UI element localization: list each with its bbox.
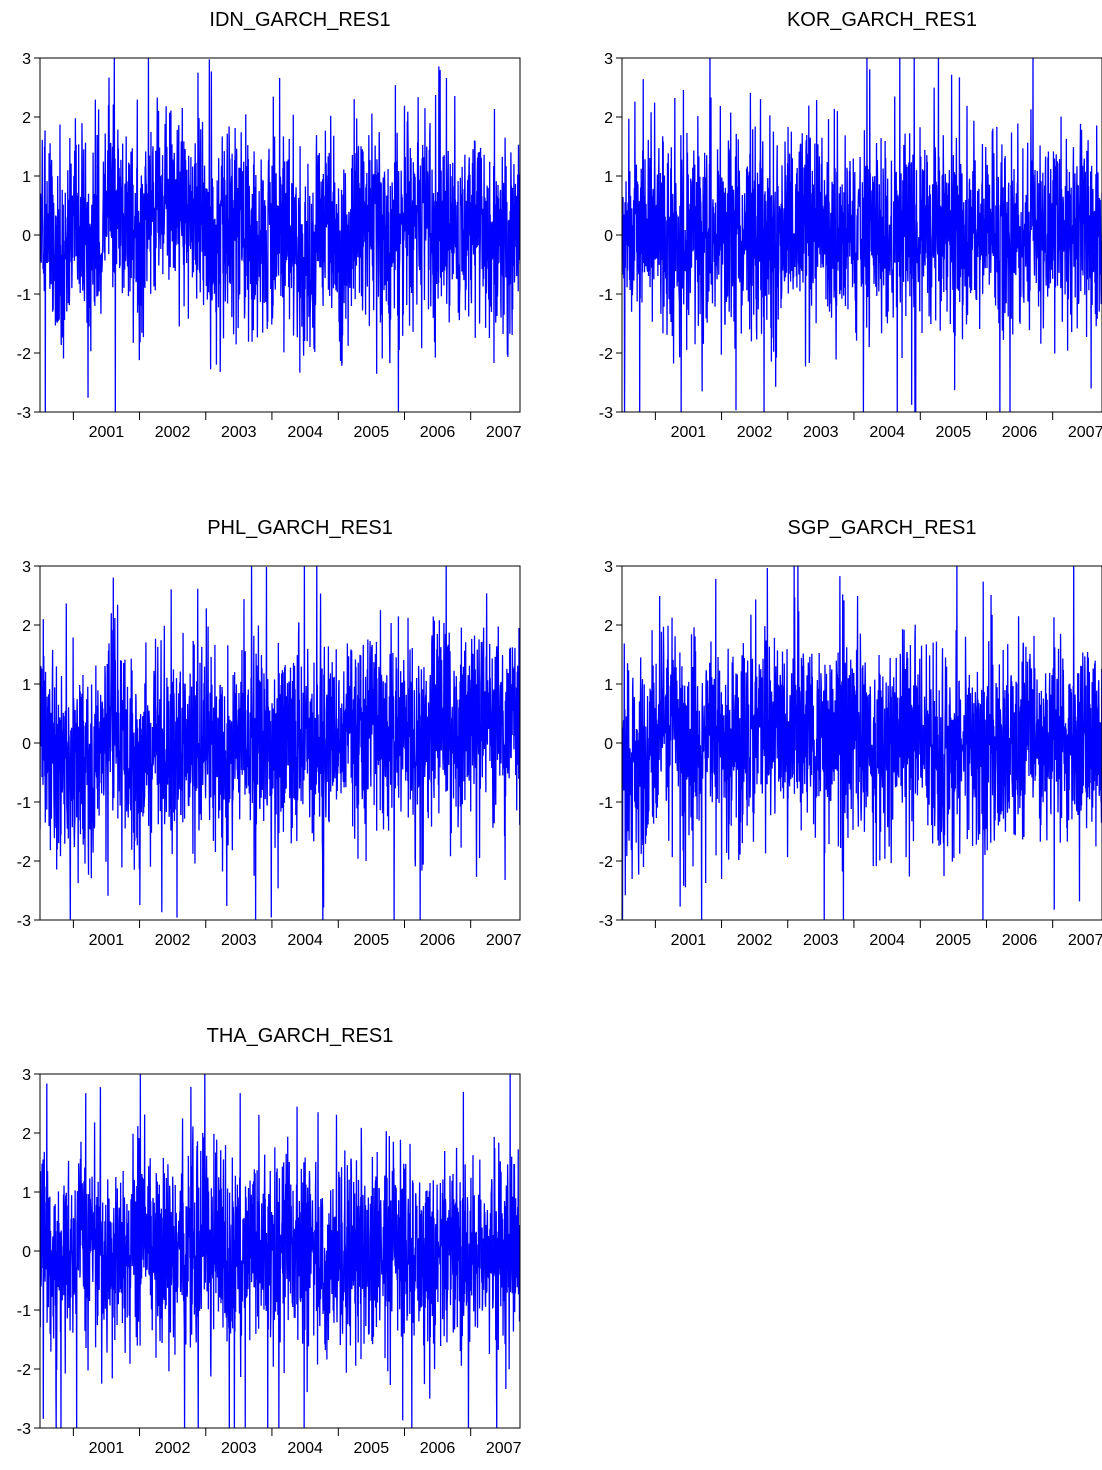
x-tick-label: 2006 [420,424,456,441]
line-chart: KOR_GARCH_RES1 3 2 1 0 -1 -2 -3 2001 2002 2003 2004… [599,9,1102,441]
y-tick-label: 0 [22,736,31,753]
x-tick-label: 2002 [155,424,191,441]
x-tick-label: 2006 [1002,424,1038,441]
x-tick-label: 2003 [221,932,257,949]
y-tick-label: -2 [599,854,613,871]
y-tick-label: -1 [17,795,31,812]
x-tick-label: 2003 [803,932,839,949]
y-tick-label: 1 [22,1185,31,1202]
x-tick-label: 2003 [221,424,257,441]
line-chart: PHL_GARCH_RES1 3 2 1 0 -1 -2 -3 2001 2002 2003 2004… [17,517,522,949]
x-tick-label: 2004 [869,932,905,949]
x-tick-label: 2005 [354,932,390,949]
y-tick-label: 2 [22,618,31,635]
x-tick-label: 2005 [936,424,972,441]
y-tick-label: -2 [17,854,31,871]
x-tick-label: 2003 [803,424,839,441]
x-tick-label: 2001 [671,932,707,949]
y-tick-label: 0 [22,1244,31,1261]
chart-title: KOR_GARCH_RES1 [787,9,977,31]
x-tick-label: 2004 [869,424,905,441]
x-tick-label: 2006 [420,932,456,949]
y-tick-label: 1 [604,677,613,694]
y-tick-label: 0 [22,228,31,245]
x-tick-label: 2002 [155,1440,191,1457]
chart-title: PHL_GARCH_RES1 [207,517,393,539]
line-chart: IDN_GARCH_RES1 3 2 1 0 -1 -2 -3 2001 2002 2003 2004… [17,9,522,441]
chart-panel: KOR_GARCH_RES1 3 2 1 0 -1 -2 -3 2001 2002 2003 2004… [582,0,1102,454]
chart-panel: THA_GARCH_RES1 3 2 1 0 -1 -2 -3 2001 2002 2003 2004… [0,1016,522,1470]
y-tick-label: -1 [17,287,31,304]
chart-title: SGP_GARCH_RES1 [788,517,977,539]
y-tick-label: -1 [599,287,613,304]
y-tick-label: -2 [17,1362,31,1379]
y-tick-label: -3 [599,913,613,930]
y-tick-label: 3 [22,1067,31,1084]
y-tick-label: 1 [22,677,31,694]
y-tick-label: -1 [599,795,613,812]
x-tick-label: 2003 [221,1440,257,1457]
y-tick-label: 2 [604,618,613,635]
y-tick-label: -3 [17,1421,31,1438]
x-tick-label: 2007 [486,424,522,441]
x-tick-label: 2005 [936,932,972,949]
x-tick-label: 2001 [89,424,125,441]
y-tick-label: 0 [604,228,613,245]
chart-panel: SGP_GARCH_RES1 3 2 1 0 -1 -2 -3 2001 2002 2003 2004… [582,508,1102,962]
series-line [622,58,1102,412]
x-tick-label: 2004 [287,932,323,949]
x-tick-label: 2001 [89,932,125,949]
x-tick-label: 2001 [89,1440,125,1457]
y-tick-label: 3 [22,51,31,68]
chart-panel: PHL_GARCH_RES1 3 2 1 0 -1 -2 -3 2001 2002 2003 2004… [0,508,522,962]
x-tick-label: 2004 [287,424,323,441]
x-tick-label: 2002 [737,424,773,441]
line-chart: THA_GARCH_RES1 3 2 1 0 -1 -2 -3 2001 2002 2003 2004… [17,1025,522,1457]
y-tick-label: 3 [604,559,613,576]
series-line [622,566,1102,920]
y-tick-label: -3 [17,913,31,930]
y-tick-label: -2 [599,346,613,363]
y-tick-label: -2 [17,346,31,363]
y-tick-label: -3 [599,405,613,422]
x-tick-label: 2007 [1068,932,1102,949]
x-tick-label: 2007 [1068,424,1102,441]
line-chart: SGP_GARCH_RES1 3 2 1 0 -1 -2 -3 2001 2002 2003 2004… [599,517,1102,949]
x-tick-label: 2004 [287,1440,323,1457]
series-line [40,566,520,920]
y-tick-label: -3 [17,405,31,422]
x-tick-label: 2007 [486,932,522,949]
y-tick-label: 2 [22,1126,31,1143]
x-tick-label: 2006 [1002,932,1038,949]
chart-title: THA_GARCH_RES1 [207,1025,394,1047]
x-tick-label: 2005 [354,424,390,441]
x-tick-label: 2005 [354,1440,390,1457]
series-line [40,1074,520,1428]
y-tick-label: 0 [604,736,613,753]
y-tick-label: 1 [604,169,613,186]
x-tick-label: 2002 [155,932,191,949]
y-tick-label: 2 [22,110,31,127]
y-tick-label: 1 [22,169,31,186]
x-tick-label: 2006 [420,1440,456,1457]
x-tick-label: 2007 [486,1440,522,1457]
y-tick-label: -1 [17,1303,31,1320]
chart-title: IDN_GARCH_RES1 [209,9,390,31]
chart-panel: IDN_GARCH_RES1 3 2 1 0 -1 -2 -3 2001 2002 2003 2004… [0,0,522,454]
y-tick-label: 2 [604,110,613,127]
y-tick-label: 3 [22,559,31,576]
y-tick-label: 3 [604,51,613,68]
x-tick-label: 2002 [737,932,773,949]
series-line [40,58,520,412]
x-tick-label: 2001 [671,424,707,441]
